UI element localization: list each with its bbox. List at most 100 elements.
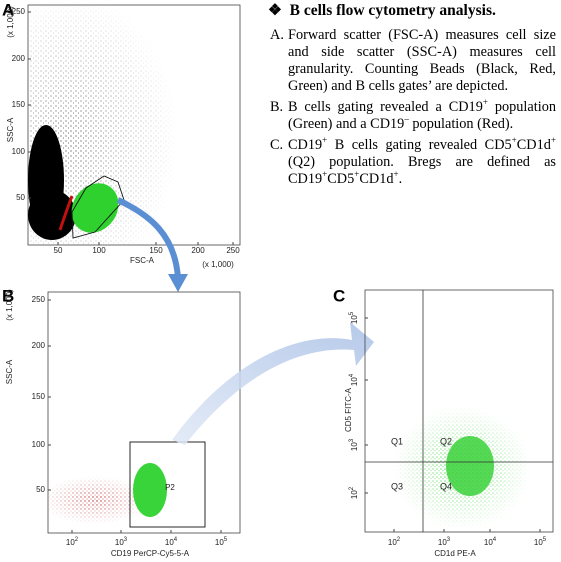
description: ❖ B cells flow cytometry analysis. A. For… xyxy=(262,2,556,192)
superscript: + xyxy=(482,97,488,108)
tick-base: 10 xyxy=(484,538,493,547)
tick-label: 50 xyxy=(36,485,45,494)
superscript: + xyxy=(354,169,360,180)
tick-label: 100 xyxy=(32,440,46,449)
plot-frame xyxy=(364,289,554,533)
superscript: + xyxy=(322,135,328,146)
tick-base: 10 xyxy=(165,538,174,547)
tick-label: 150 xyxy=(12,100,26,109)
tick-label: 100 xyxy=(12,147,26,156)
tick-label: 103 xyxy=(438,537,451,548)
tick-base: 10 xyxy=(350,442,359,451)
y-axis-label: SSC-A xyxy=(5,359,14,384)
item-marker: A. xyxy=(270,27,284,43)
dense-population xyxy=(28,190,76,240)
tick-exponent: 3 xyxy=(349,438,355,442)
plot-frame xyxy=(27,4,241,246)
gate xyxy=(129,441,206,528)
item-marker: B. xyxy=(270,99,284,115)
superscript: + xyxy=(393,169,399,180)
list-item: B. B cells gating revealed a CD19+ popula… xyxy=(262,97,556,133)
tick-base: 10 xyxy=(115,538,124,547)
item-marker: C. xyxy=(270,137,284,153)
arrow xyxy=(172,322,374,445)
tick-exponent: 5 xyxy=(543,537,547,543)
bullet: ❖ xyxy=(268,2,282,19)
gate xyxy=(71,175,125,239)
panel-letter: B xyxy=(2,286,14,305)
tick-base: 10 xyxy=(350,490,359,499)
tick-label: 102 xyxy=(349,486,360,499)
green-population xyxy=(133,463,167,517)
list-item: A. Forward scatter (FSC-A) measures cell … xyxy=(262,27,556,95)
tick-label: 103 xyxy=(115,537,128,548)
panel-a xyxy=(27,4,241,292)
tick-label: 250 xyxy=(226,246,240,255)
x-axis-label: CD1d PE-A xyxy=(434,549,476,558)
superscript: – xyxy=(404,114,409,125)
item-text: . xyxy=(398,171,403,187)
tick-label: 50 xyxy=(16,193,25,202)
superscript: + xyxy=(550,135,556,146)
tick-label: 102 xyxy=(388,537,401,548)
tick-label: 104 xyxy=(484,537,497,548)
tick-base: 10 xyxy=(215,538,224,547)
tick-label: 250 xyxy=(12,7,26,16)
y-axis-label: CD5 FITC-A xyxy=(344,387,353,432)
tick-exponent: 5 xyxy=(349,311,355,315)
tick-base: 10 xyxy=(438,538,447,547)
item-text: (Q2) population. Bregs are defined as CD… xyxy=(288,154,556,187)
y-axis-unit: (x 1,000) xyxy=(6,6,15,38)
superscript: + xyxy=(322,169,328,180)
tick-label: 200 xyxy=(32,341,46,350)
arrow xyxy=(116,197,181,279)
item-text: CD5 xyxy=(327,171,355,187)
tick-exponent: 5 xyxy=(224,537,228,543)
item-text: Forward scatter (FSC-A) measures cell si… xyxy=(288,27,556,94)
tick-label: 103 xyxy=(349,438,360,451)
tick-label: 105 xyxy=(534,537,547,548)
superscript: + xyxy=(511,135,517,146)
item-text: B cells gating revealed CD5 xyxy=(327,137,512,153)
x-axis-unit: (x 1,000) xyxy=(202,260,234,269)
red-population xyxy=(58,195,74,231)
green-population xyxy=(71,183,119,233)
tick-base: 10 xyxy=(388,538,397,547)
tick-base: 10 xyxy=(350,315,359,324)
tick-exponent: 2 xyxy=(397,537,401,543)
item-text: population (Red). xyxy=(408,116,514,132)
y-axis-label: SSC-A xyxy=(6,117,15,142)
panel-letter: C xyxy=(333,286,345,305)
tick-exponent: 3 xyxy=(124,537,128,543)
tick-label: 150 xyxy=(32,392,46,401)
tick-label: 200 xyxy=(12,54,26,63)
tick-label: 50 xyxy=(54,246,63,255)
list-item: C. CD19+ B cells gating revealed CD5+CD1d… xyxy=(262,135,556,188)
red-population xyxy=(49,470,149,530)
tick-exponent: 2 xyxy=(349,486,355,490)
item-text: CD1d xyxy=(516,137,551,153)
tick-label: 200 xyxy=(191,246,205,255)
tick-label: 250 xyxy=(32,295,46,304)
plot-frame xyxy=(47,291,241,534)
item-text: B cells gating revealed a CD19 xyxy=(288,99,483,115)
tick-label: 105 xyxy=(215,537,228,548)
quadrant-label: Q3 xyxy=(391,481,403,491)
quadrant-label: Q1 xyxy=(391,436,403,446)
tick-exponent: 2 xyxy=(75,537,79,543)
tick-label: 105 xyxy=(349,311,360,324)
tick-exponent: 3 xyxy=(447,537,451,543)
panel-b xyxy=(47,291,374,534)
item-text: population (Green) and a CD19 xyxy=(288,99,556,132)
panel-letter: A xyxy=(2,0,14,19)
tick-label: 102 xyxy=(66,537,79,548)
y-axis-unit: (x 1,000) xyxy=(5,289,14,321)
tick-label: 104 xyxy=(165,537,178,548)
tick-label: 104 xyxy=(349,373,360,386)
tick-exponent: 4 xyxy=(174,537,178,543)
title: ❖ B cells flow cytometry analysis. xyxy=(268,2,556,19)
arrow-head xyxy=(168,274,188,292)
tick-base: 10 xyxy=(350,377,359,386)
gate-label: P2 xyxy=(165,483,175,492)
